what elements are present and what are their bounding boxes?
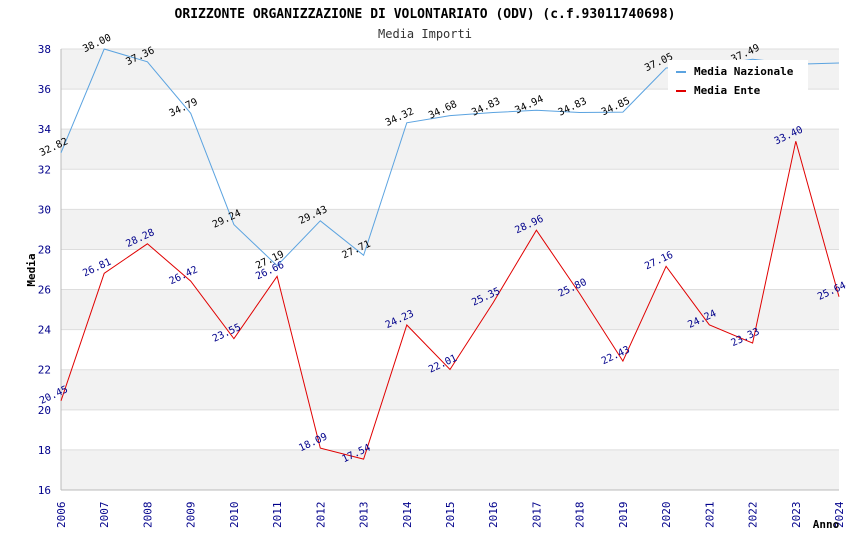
y-axis-title: Media (25, 253, 38, 286)
x-tick-label: 2019 (617, 502, 630, 529)
y-tick-label: 28 (38, 243, 51, 256)
y-tick-label: 36 (38, 83, 51, 96)
y-tick-label: 38 (38, 43, 51, 56)
series-line-media-ente (60, 141, 840, 460)
x-tick-label: 2023 (790, 502, 803, 529)
data-label: 27.16 (643, 250, 675, 273)
x-tick-label: 2018 (574, 502, 587, 529)
y-tick-label: 20 (38, 404, 51, 417)
legend-box (668, 60, 808, 100)
y-ticks: 16 18 20 22 24 26 28 30 32 34 36 38 (38, 43, 52, 497)
grid-band (61, 369, 839, 410)
legend-label-media-ente: Media Ente (694, 84, 761, 97)
data-label: 26.42 (168, 265, 200, 288)
x-axis-title: Anno (813, 518, 840, 531)
data-label: 22.43 (600, 344, 632, 367)
data-label: 34.83 (470, 96, 502, 119)
x-tick-label: 2013 (358, 502, 371, 529)
x-tick-label: 2021 (703, 502, 716, 529)
data-label: 34.94 (513, 94, 545, 117)
x-tick-label: 2015 (444, 502, 457, 529)
grid-band (61, 209, 839, 250)
x-tick-label: 2010 (228, 502, 241, 529)
grid-band (61, 129, 839, 170)
chart-title: ORIZZONTE ORGANIZZAZIONE DI VOLONTARIATO… (175, 7, 676, 22)
x-ticks: 2006 2007 2008 2009 2010 2011 2012 2013 2014 2015… (55, 501, 846, 528)
x-tick-label: 2012 (314, 502, 327, 529)
x-tick-label: 2011 (271, 502, 284, 529)
y-tick-label: 24 (38, 324, 52, 337)
y-tick-label: 26 (38, 284, 51, 297)
x-tick-label: 2020 (660, 502, 673, 529)
x-tick-label: 2014 (401, 501, 414, 528)
x-tick-label: 2006 (55, 502, 68, 529)
data-label: 34.85 (600, 96, 632, 119)
y-tick-label: 34 (38, 123, 52, 136)
y-tick-label: 22 (38, 364, 51, 377)
x-tick-label: 2024 (833, 501, 846, 528)
y-tick-label: 18 (38, 444, 51, 457)
grid-band (61, 449, 839, 490)
x-tick-label: 2017 (530, 502, 543, 529)
data-label: 26.81 (81, 257, 113, 280)
data-label: 34.83 (557, 96, 589, 119)
x-tick-label: 2008 (141, 502, 154, 529)
data-label: 34.79 (168, 97, 200, 120)
y-tick-label: 30 (38, 203, 51, 216)
legend: Media Nazionale Media Ente (668, 60, 808, 100)
y-tick-label: 32 (38, 163, 51, 176)
x-tick-label: 2016 (487, 502, 500, 529)
chart-subtitle: Media Importi (378, 27, 472, 41)
x-tick-label: 2007 (98, 502, 111, 529)
legend-label-media-nazionale: Media Nazionale (694, 65, 794, 78)
data-label: 34.68 (427, 99, 459, 122)
x-tick-label: 2009 (185, 502, 198, 529)
data-label: 34.32 (384, 106, 416, 129)
y-tick-label: 16 (38, 484, 51, 497)
grid-band (61, 289, 839, 330)
x-tick-label: 2022 (747, 502, 760, 529)
